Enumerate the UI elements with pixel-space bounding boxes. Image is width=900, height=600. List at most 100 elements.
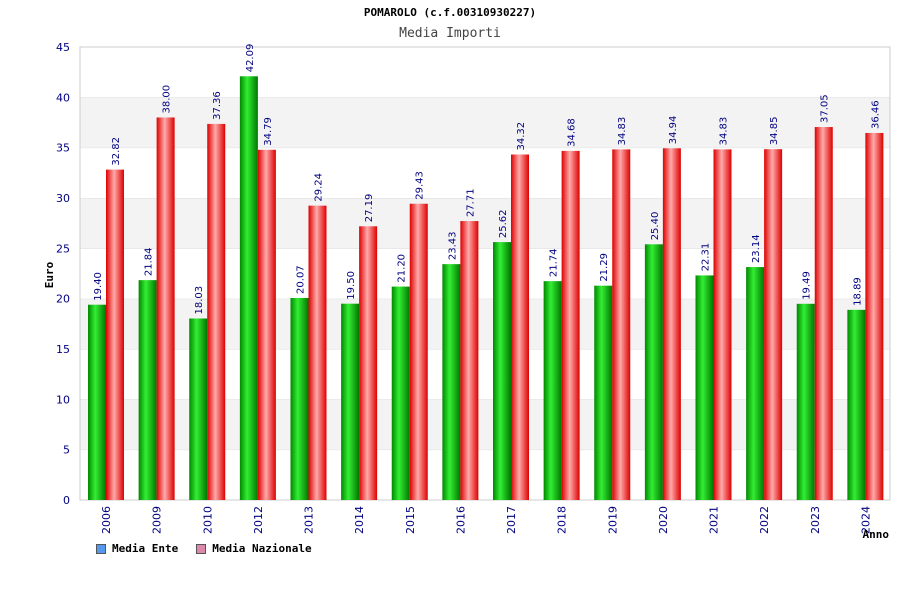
bar-media-nazionale <box>612 149 631 501</box>
x-tick-label: 2024 <box>859 506 872 534</box>
bar-media-ente <box>847 309 866 500</box>
x-tick-label: 2016 <box>454 506 467 534</box>
bar-media-nazionale <box>207 123 226 500</box>
x-tick-label: 2013 <box>303 506 316 534</box>
y-tick-label: 30 <box>56 192 70 205</box>
x-tick-label: 2006 <box>100 506 113 534</box>
value-label: 21.29 <box>599 253 610 282</box>
x-tick-label: 2015 <box>404 506 417 534</box>
y-tick-label: 40 <box>56 91 70 104</box>
y-tick-label: 5 <box>63 444 70 457</box>
value-label: 32.82 <box>111 137 122 166</box>
value-label: 34.83 <box>617 117 628 146</box>
bar-media-ente <box>543 281 562 500</box>
value-label: 22.31 <box>701 243 712 272</box>
bar-media-nazionale <box>865 132 884 500</box>
y-tick-label: 35 <box>56 142 70 155</box>
bar-media-ente <box>391 286 410 500</box>
chart-title: POMAROLO (c.f.00310930227) <box>364 6 536 19</box>
value-label: 29.24 <box>314 173 325 202</box>
value-label: 27.71 <box>465 188 476 217</box>
y-tick-label: 15 <box>56 343 70 356</box>
y-axis-label: Euro <box>43 261 56 288</box>
bar-media-ente <box>746 267 765 500</box>
x-tick-label: 2022 <box>758 506 771 534</box>
bars <box>88 76 884 501</box>
value-label: 38.00 <box>162 85 173 114</box>
value-label: 34.85 <box>769 117 780 146</box>
value-label: 18.89 <box>852 277 863 306</box>
x-tick-label: 2019 <box>606 506 619 534</box>
value-label: 25.40 <box>650 212 661 241</box>
plot-area <box>79 46 891 501</box>
bar-media-ente <box>493 242 511 501</box>
value-label: 34.79 <box>263 117 274 146</box>
value-label: 20.07 <box>296 265 307 294</box>
bar-media-nazionale <box>814 127 833 500</box>
bar-media-nazionale <box>106 169 124 500</box>
y-tick-label: 10 <box>56 393 70 406</box>
legend-swatch-ente <box>96 543 106 554</box>
x-tick-label: 2018 <box>556 506 569 534</box>
bar-media-ente <box>88 304 106 500</box>
bar-media-nazionale <box>409 203 428 500</box>
legend-swatch-nazionale <box>196 543 207 554</box>
x-tick-label: 2023 <box>809 506 822 534</box>
value-label: 21.20 <box>397 254 408 283</box>
value-label: 23.14 <box>751 234 762 263</box>
value-label: 34.83 <box>719 117 730 146</box>
y-tick-label: 0 <box>63 494 70 507</box>
value-label: 19.40 <box>93 272 104 301</box>
bar-media-nazionale <box>156 117 175 500</box>
bar-media-ente <box>341 303 360 500</box>
value-label: 34.68 <box>567 118 578 147</box>
x-axis: 2006 2009 2010 2012 2013 2014 2015 2016 2017 2018… <box>100 506 872 534</box>
bar-media-nazionale <box>561 150 580 500</box>
bar-media-ente <box>189 318 208 500</box>
x-tick-label: 2012 <box>252 506 265 534</box>
value-label: 23.43 <box>447 231 458 260</box>
bar-media-nazionale <box>460 221 479 500</box>
value-label: 19.49 <box>802 271 813 300</box>
bar-media-nazionale <box>764 149 783 500</box>
legend-label-ente: Media Ente <box>112 542 179 555</box>
value-label: 27.19 <box>364 194 375 223</box>
value-label: 29.43 <box>415 171 426 200</box>
y-tick-label: 45 <box>56 41 70 54</box>
y-tick-label: 25 <box>56 242 70 255</box>
value-label: 37.05 <box>820 94 831 123</box>
bar-media-ente <box>695 275 714 500</box>
bar-media-ente <box>239 76 258 500</box>
y-tick-label: 20 <box>56 293 70 306</box>
chart-subtitle: Media Importi <box>399 26 501 41</box>
legend: Media Ente Media Nazionale <box>96 542 312 555</box>
legend-item-nazionale: Media Nazionale <box>196 542 312 555</box>
bar-media-nazionale <box>511 154 529 500</box>
bar-media-ente <box>796 303 815 500</box>
y-axis: 0 5 10 15 20 25 30 35 40 45 <box>56 41 70 507</box>
bar-media-nazionale <box>257 149 276 500</box>
value-label: 25.62 <box>498 209 509 238</box>
x-tick-label: 2021 <box>708 506 721 534</box>
bar-media-nazionale <box>359 226 378 500</box>
bar-media-ente <box>442 264 461 500</box>
bar-media-nazionale <box>662 148 681 500</box>
value-label: 34.32 <box>516 122 527 151</box>
value-label: 36.46 <box>870 100 881 129</box>
x-tick-label: 2010 <box>201 506 214 534</box>
value-label: 21.74 <box>549 249 560 278</box>
value-label: 42.09 <box>245 44 256 73</box>
bar-media-ente <box>644 244 663 500</box>
legend-item-ente: Media Ente <box>96 542 178 555</box>
legend-label-nazionale: Media Nazionale <box>212 542 312 555</box>
x-tick-label: 2020 <box>657 506 670 534</box>
x-tick-label: 2014 <box>353 506 366 534</box>
x-tick-label: 2009 <box>151 506 164 534</box>
value-label: 21.84 <box>144 248 155 277</box>
bar-media-ente <box>138 280 157 500</box>
value-label: 19.50 <box>346 271 357 300</box>
bar-media-nazionale <box>713 149 732 501</box>
grid-band <box>80 47 890 98</box>
value-label: 34.94 <box>668 116 679 145</box>
